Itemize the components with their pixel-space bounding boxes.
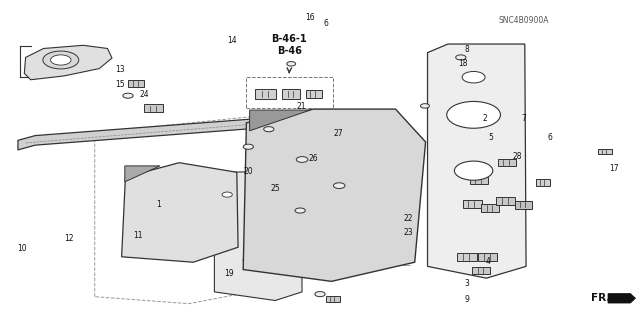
Bar	[496, 197, 515, 205]
Polygon shape	[428, 44, 526, 278]
Polygon shape	[125, 166, 160, 182]
Text: 27: 27	[333, 130, 343, 138]
Text: FR.: FR.	[591, 293, 610, 303]
Text: 25: 25	[270, 184, 280, 193]
Text: 23: 23	[403, 228, 413, 237]
Text: 22: 22	[404, 214, 413, 223]
Bar	[326, 296, 340, 302]
Text: 17: 17	[609, 164, 620, 173]
Bar	[282, 89, 300, 99]
Bar	[457, 253, 477, 261]
Text: 8: 8	[465, 45, 470, 54]
Text: 14: 14	[227, 36, 237, 45]
Circle shape	[123, 93, 133, 98]
Circle shape	[295, 208, 305, 213]
Text: 24: 24	[139, 90, 149, 99]
Circle shape	[296, 157, 308, 162]
Polygon shape	[243, 109, 426, 281]
Text: 21: 21	[296, 102, 305, 111]
Text: 16: 16	[305, 13, 316, 22]
Text: 6: 6	[548, 133, 553, 142]
Text: 19: 19	[224, 269, 234, 278]
Circle shape	[248, 192, 271, 204]
Bar	[470, 177, 488, 184]
Circle shape	[462, 71, 485, 83]
Text: 6: 6	[324, 19, 329, 28]
Bar	[598, 149, 612, 154]
Text: 15: 15	[115, 80, 125, 89]
Text: 26: 26	[308, 154, 319, 163]
Text: 28: 28	[513, 152, 522, 161]
Circle shape	[222, 192, 232, 197]
Text: 11: 11	[133, 231, 142, 240]
Text: 3: 3	[465, 279, 470, 288]
Bar	[255, 89, 276, 99]
Bar	[306, 90, 321, 98]
Bar	[481, 204, 499, 212]
Circle shape	[43, 51, 79, 69]
Text: 1: 1	[156, 200, 161, 209]
Circle shape	[315, 292, 325, 297]
Text: 2: 2	[482, 114, 487, 122]
Bar	[463, 200, 482, 208]
Bar	[144, 104, 163, 112]
Bar	[478, 253, 497, 261]
Circle shape	[264, 127, 274, 132]
Text: 7: 7	[521, 114, 526, 122]
Polygon shape	[24, 45, 112, 80]
Text: 4: 4	[485, 257, 490, 266]
Circle shape	[243, 144, 253, 149]
Circle shape	[456, 55, 466, 60]
Polygon shape	[250, 110, 310, 131]
Bar	[515, 201, 532, 209]
Bar	[536, 179, 550, 186]
Polygon shape	[608, 293, 636, 303]
Text: 10: 10	[17, 244, 28, 253]
Circle shape	[420, 104, 429, 108]
Text: B-46-1: B-46-1	[271, 34, 307, 44]
Text: 18: 18	[458, 59, 467, 68]
Text: B-46: B-46	[277, 46, 301, 56]
Polygon shape	[122, 163, 238, 262]
Bar	[498, 159, 516, 166]
Text: 12: 12	[65, 234, 74, 243]
Circle shape	[454, 161, 493, 180]
Text: 13: 13	[115, 65, 125, 74]
Circle shape	[287, 62, 296, 66]
Circle shape	[51, 55, 71, 65]
Polygon shape	[18, 116, 294, 150]
Bar	[130, 234, 149, 242]
Text: 5: 5	[488, 133, 493, 142]
Text: 20: 20	[243, 167, 253, 176]
Circle shape	[447, 101, 500, 128]
Bar	[128, 80, 145, 87]
Text: SNC4B0900A: SNC4B0900A	[499, 16, 548, 25]
Polygon shape	[214, 171, 302, 300]
Text: 9: 9	[465, 295, 470, 304]
Circle shape	[243, 252, 275, 268]
Bar	[472, 267, 490, 274]
Circle shape	[333, 183, 345, 189]
